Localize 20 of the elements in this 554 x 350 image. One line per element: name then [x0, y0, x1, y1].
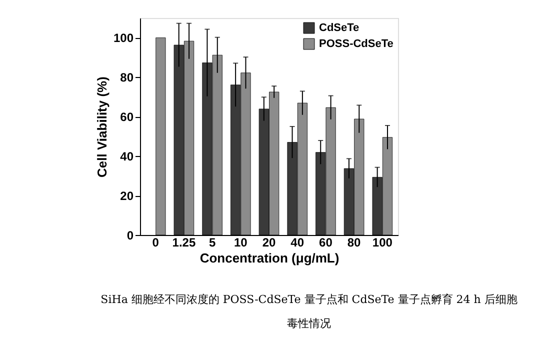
x-tick-label: 5: [208, 236, 216, 250]
y-tick-label: 40: [120, 150, 134, 164]
x-tick-label: 20: [262, 236, 276, 250]
y-axis-title: Cell Viability (%): [94, 76, 110, 178]
y-tick-label: 60: [120, 110, 134, 124]
x-tick-label: 100: [372, 236, 393, 250]
x-axis-title: Concentration (μg/mL): [200, 250, 340, 266]
legend-label: CdSeTe: [319, 22, 360, 34]
x-tick-label: 10: [234, 236, 248, 250]
x-tick-label: 40: [290, 236, 304, 250]
x-tick-label: 1.25: [172, 236, 196, 250]
text: SiHa 细胞经不同浓度的 POSS-CdSeTe 量子点和 CdSeTe 量子点孵育 24 h 后细胞: [100, 293, 518, 306]
x-tick-label: 60: [319, 236, 333, 250]
x-tick-label: 0: [152, 236, 160, 250]
y-tick-label: 80: [120, 70, 134, 85]
y-tick-label: 100: [113, 31, 134, 46]
text: 毒性情况: [287, 317, 331, 330]
x-tick-label: 80: [347, 236, 362, 250]
legend-label: POSS-CdSeTe: [319, 38, 394, 50]
y-tick-label: 20: [120, 189, 134, 204]
